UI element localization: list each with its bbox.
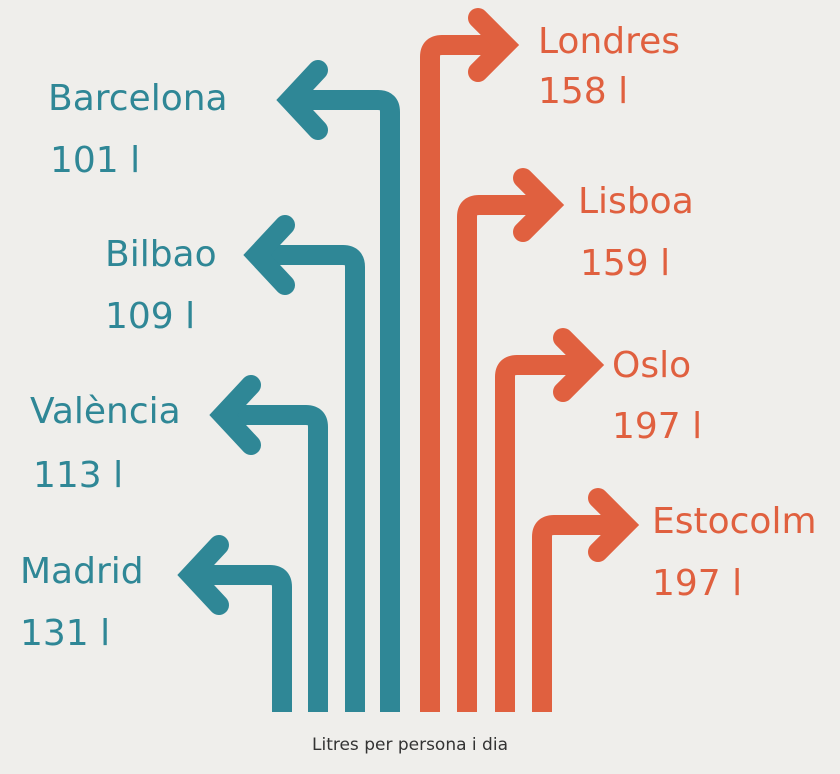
city-label: Lisboa (578, 181, 694, 222)
city-label: Madrid (20, 551, 144, 592)
value-label: 197 l (652, 563, 742, 604)
city-label: València (30, 391, 181, 432)
arrow (457, 195, 540, 712)
arrow (532, 515, 615, 712)
arrow (228, 405, 328, 712)
city-label: Londres (538, 21, 680, 62)
value-label: 197 l (612, 406, 702, 447)
arrow-head (276, 60, 328, 140)
arrow-head (209, 375, 261, 455)
value-label: 159 l (580, 243, 670, 284)
city-label: Oslo (612, 345, 691, 386)
city-label: Barcelona (48, 78, 228, 119)
city-label: Bilbao (105, 234, 217, 275)
teal-arrows (177, 60, 400, 712)
arrow-head (177, 535, 229, 615)
arrow-head (588, 488, 640, 562)
arrow (196, 565, 292, 712)
arrow (262, 245, 365, 712)
arrow-head (468, 8, 520, 82)
arrow (495, 355, 580, 712)
value-label: 158 l (538, 71, 628, 112)
arrow-head (243, 215, 295, 295)
red-arrows (420, 8, 640, 712)
value-label: 131 l (20, 613, 110, 654)
value-label: 113 l (33, 455, 123, 496)
city-label: Estocolm (652, 501, 817, 542)
caption: Litres per persona i dia (312, 735, 508, 755)
arrow-head (553, 328, 605, 402)
arrow-head (513, 168, 565, 242)
arrow (295, 90, 400, 712)
value-label: 109 l (105, 296, 195, 337)
arrow (420, 35, 495, 712)
value-label: 101 l (50, 140, 140, 181)
